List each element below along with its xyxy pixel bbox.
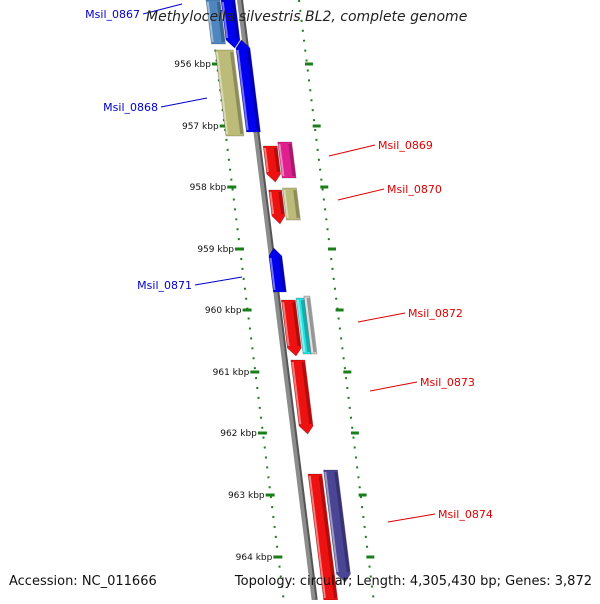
gene-msil-0871-body (268, 247, 287, 293)
gene-gray-shade (306, 297, 317, 353)
gene-msil-0874-red-shade (318, 475, 337, 599)
gene-leader-line (337, 188, 385, 201)
gene-msil-0874-navy-body (323, 469, 351, 583)
gene-msil-0868 (235, 39, 261, 133)
gene-label-msil-0870: Msil_0870 (387, 183, 442, 196)
gene-leader-line (142, 3, 183, 15)
gene-olive-a-highlight (215, 51, 229, 135)
gene-msil-0867b-shade (231, 1, 240, 39)
gene-olive-b-highlight (283, 189, 289, 219)
gene-msil-0867b (220, 0, 241, 49)
gene-msil-0872-highlight (282, 301, 290, 347)
gene-msil-0873 (290, 359, 314, 435)
tick-label: 961 kbp (213, 368, 250, 378)
gene-msil-0870 (268, 189, 286, 225)
gene-gray-highlight (304, 297, 314, 353)
gene-msil-0870-body (268, 189, 286, 225)
gene-msil-0871 (268, 247, 287, 293)
tick-label: 962 kbp (220, 429, 257, 439)
gene-msil-0870-highlight (269, 191, 275, 215)
gene-msil-0874-navy (323, 469, 351, 583)
gene-msil-0868-shade (246, 49, 260, 131)
gene-label-msil-0868: Msil_0868 (103, 101, 158, 114)
gene-leader-line (160, 97, 208, 108)
gene-msil-0870-shade (278, 191, 285, 215)
gene-msil-0873-body (290, 359, 314, 435)
gene-olive-b-shade (293, 189, 300, 219)
gene-msil-0874-red-highlight (308, 475, 326, 599)
gene-msil-0867b-highlight (221, 1, 229, 39)
gene-msil-0871-highlight (269, 257, 276, 291)
gene-msil-0872-body (280, 299, 302, 357)
tick-label: 960 kbp (205, 306, 242, 316)
gene-msil-0874-navy-shade (334, 471, 350, 573)
gene-msil-0869-body (262, 145, 282, 183)
gene-msil-0867a (205, 0, 226, 45)
gene-msil-0868-body (235, 39, 261, 133)
gene-msil-0869-highlight (263, 147, 269, 173)
gene-msil-0867b-body (220, 0, 241, 49)
gene-leader-line (387, 513, 436, 523)
gene-label-msil-0871: Msil_0871 (137, 279, 192, 292)
gene-label-msil-0873: Msil_0873 (420, 376, 475, 389)
gene-msil-0871-shade (278, 257, 286, 291)
gene-cyan-shade (300, 299, 311, 353)
tick-label: 958 kbp (190, 183, 227, 193)
tick-label: 959 kbp (197, 245, 234, 255)
gene-msil-0867a-body (205, 0, 226, 45)
gene-msil-0874-navy-highlight (324, 471, 339, 573)
gene-olive-a-body (214, 49, 245, 137)
tick-label: 956 kbp (174, 60, 211, 70)
inner-tick-ring (208, 0, 285, 601)
gene-gray-body (303, 295, 318, 355)
genome-title: Methylocella silvestris BL2, complete ge… (146, 9, 468, 25)
gene-leader-line (328, 144, 376, 157)
gene-magenta-highlight (278, 143, 285, 177)
gene-leader-line (357, 312, 406, 323)
gene-label-msil-0869: Msil_0869 (378, 139, 433, 152)
gene-magenta-body (277, 141, 297, 179)
gene-leader-line (369, 381, 418, 392)
gene-label-msil-0874: Msil_0874 (438, 508, 493, 521)
gene-olive-b-body (281, 187, 301, 221)
gene-msil-0873-highlight (291, 361, 302, 425)
accession-text: Accession: NC_011666 (9, 574, 157, 589)
gene-leader-line (194, 276, 243, 286)
gene-msil-0867a-highlight (206, 1, 214, 43)
gene-msil-0868-highlight (236, 49, 249, 131)
gene-magenta-shade (288, 143, 296, 177)
tick-label: 964 kbp (236, 553, 273, 563)
gene-cyan (295, 297, 312, 355)
gene-msil-0872 (280, 299, 302, 357)
gene-label-msil-0872: Msil_0872 (408, 307, 463, 320)
gene-label-msil-0867: Msil_0867 (85, 8, 140, 21)
gene-msil-0867a-shade (216, 1, 225, 43)
outer-tick-ring (298, 0, 375, 601)
gene-msil-0872-shade (292, 301, 301, 347)
gene-msil-0869-shade (273, 147, 280, 173)
gene-cyan-highlight (296, 299, 306, 353)
gene-msil-0873-shade (301, 361, 313, 425)
gene-magenta (277, 141, 297, 179)
tick-label: 957 kbp (182, 122, 219, 132)
gene-msil-0874-red (307, 473, 339, 601)
tick-label: 963 kbp (228, 491, 265, 501)
gene-olive-a-shade (229, 51, 244, 135)
gene-msil-0869 (262, 145, 282, 183)
gene-olive-a (214, 49, 245, 137)
topology-text: Topology: circular; Length: 4,305,430 bp… (234, 574, 592, 589)
gene-olive-b (281, 187, 301, 221)
gene-gray (303, 295, 318, 355)
